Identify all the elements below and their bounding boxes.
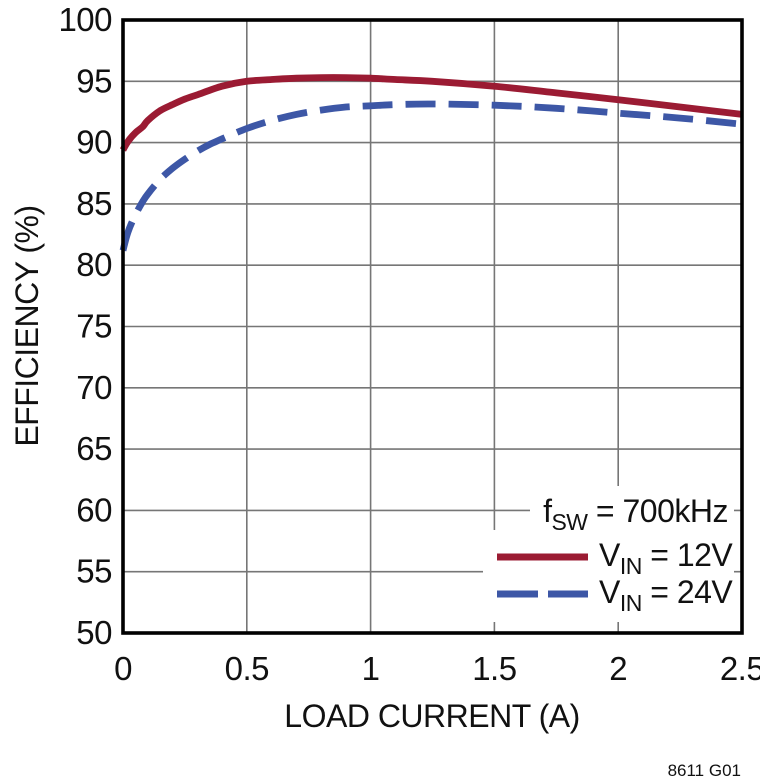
legend-24v-sub: IN [620, 590, 642, 616]
y-tick-label: 75 [76, 308, 112, 345]
legend-24v-value: = 24V [642, 574, 734, 610]
x-axis-title: LOAD CURRENT (A) [284, 698, 579, 734]
series-curves [119, 74, 743, 252]
series-line-vin-12v [119, 74, 743, 152]
legend-annotation-bg [530, 486, 734, 530]
legend-12v-sub: IN [620, 553, 642, 579]
legend-12v-value: = 12V [642, 537, 734, 573]
legend-fsw-prefix: f [543, 493, 552, 529]
series-line-vin-24v [119, 100, 743, 252]
figure-caption: 8611 G01 [668, 761, 741, 780]
x-tick-label: 2 [609, 650, 627, 687]
legend-12v-prefix: V [599, 537, 621, 573]
y-tick-label: 95 [76, 62, 112, 99]
y-tick-label: 65 [76, 430, 112, 467]
plot-frame [121, 18, 744, 635]
legend: fSW = 700kHz VIN = 12V VIN = 24V [483, 486, 734, 622]
y-tick-label: 70 [76, 369, 112, 406]
legend-box [483, 530, 734, 622]
y-axis-title: EFFICIENCY (%) [9, 205, 45, 446]
legend-24v-prefix: V [599, 574, 621, 610]
y-axis-tick-labels: 50 55 60 65 70 75 80 85 90 95 100 [58, 1, 112, 651]
y-tick-label: 85 [76, 185, 112, 222]
y-tick-label: 90 [76, 124, 112, 161]
x-axis-tick-labels: 0 0.5 1 1.5 2 2.5 [114, 650, 760, 687]
y-tick-label: 55 [76, 553, 112, 590]
legend-annotation-fsw: fSW = 700kHz [543, 493, 728, 535]
y-tick-label: 60 [76, 491, 112, 528]
y-tick-label: 80 [76, 246, 112, 283]
x-tick-label: 2.5 [720, 650, 760, 687]
x-tick-label: 0.5 [225, 650, 269, 687]
y-tick-label: 50 [76, 614, 112, 651]
legend-label-vin-12v: VIN = 12V [599, 537, 733, 579]
legend-fsw-sub: SW [551, 509, 588, 535]
x-tick-label: 1 [362, 650, 380, 687]
x-tick-label: 1.5 [472, 650, 516, 687]
legend-label-vin-24v: VIN = 24V [599, 574, 733, 616]
x-tick-label: 0 [114, 650, 132, 687]
y-tick-label: 100 [58, 1, 112, 38]
legend-fsw-value: = 700kHz [588, 493, 728, 529]
